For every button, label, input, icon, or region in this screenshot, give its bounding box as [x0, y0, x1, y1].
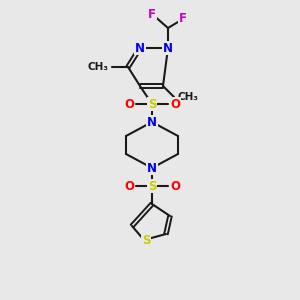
Text: F: F	[148, 8, 156, 20]
Text: F: F	[179, 13, 187, 26]
Text: N: N	[135, 41, 145, 55]
Text: O: O	[170, 179, 180, 193]
Text: N: N	[147, 116, 157, 128]
Text: S: S	[148, 98, 156, 110]
Text: CH₃: CH₃	[88, 62, 109, 72]
Text: O: O	[124, 98, 134, 110]
Text: N: N	[163, 41, 173, 55]
Text: O: O	[124, 179, 134, 193]
Text: O: O	[170, 98, 180, 110]
Text: S: S	[148, 179, 156, 193]
Text: N: N	[147, 161, 157, 175]
Text: CH₃: CH₃	[177, 92, 198, 102]
Text: S: S	[142, 233, 150, 247]
